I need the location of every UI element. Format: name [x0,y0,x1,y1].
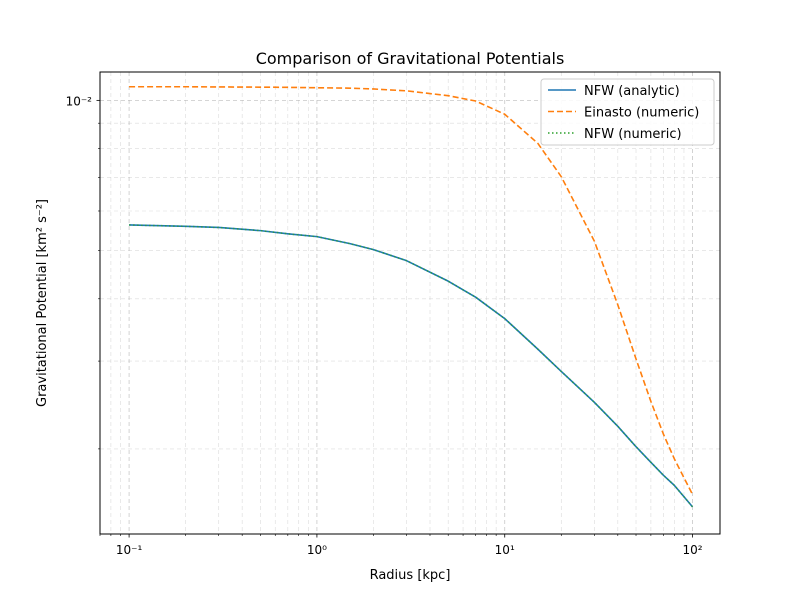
grid [99,72,720,534]
series-lines [129,85,694,508]
legend-label-2: NFW (numeric) [584,127,682,142]
legend: NFW (analytic) Einasto (numeric) NFW (nume… [540,78,715,146]
axis-ticks: 10⁻¹ 10⁰ 10¹ 10² 10⁻² [66,94,703,557]
y-axis-label: Gravitational Potential [km² s⁻²] [35,199,50,407]
legend-label-0: NFW (analytic) [584,84,680,99]
x-axis-label: Radius [kpc] [370,568,451,583]
legend-label-1: Einasto (numeric) [584,106,699,121]
chart-title: Comparison of Gravitational Potentials [256,49,565,68]
y-tick-label: 10⁻² [66,94,93,108]
legend-box [540,78,715,146]
series-line-2 [129,224,694,508]
x-tick-label: 10¹ [495,543,515,557]
x-tick-label: 10⁻¹ [116,543,143,557]
x-tick-label: 10⁰ [307,543,327,557]
legend-items: NFW (analytic) Einasto (numeric) NFW (nume… [548,84,699,142]
axes-frame [99,71,721,535]
x-tick-label: 10² [683,543,703,557]
series-line-1 [129,85,694,495]
